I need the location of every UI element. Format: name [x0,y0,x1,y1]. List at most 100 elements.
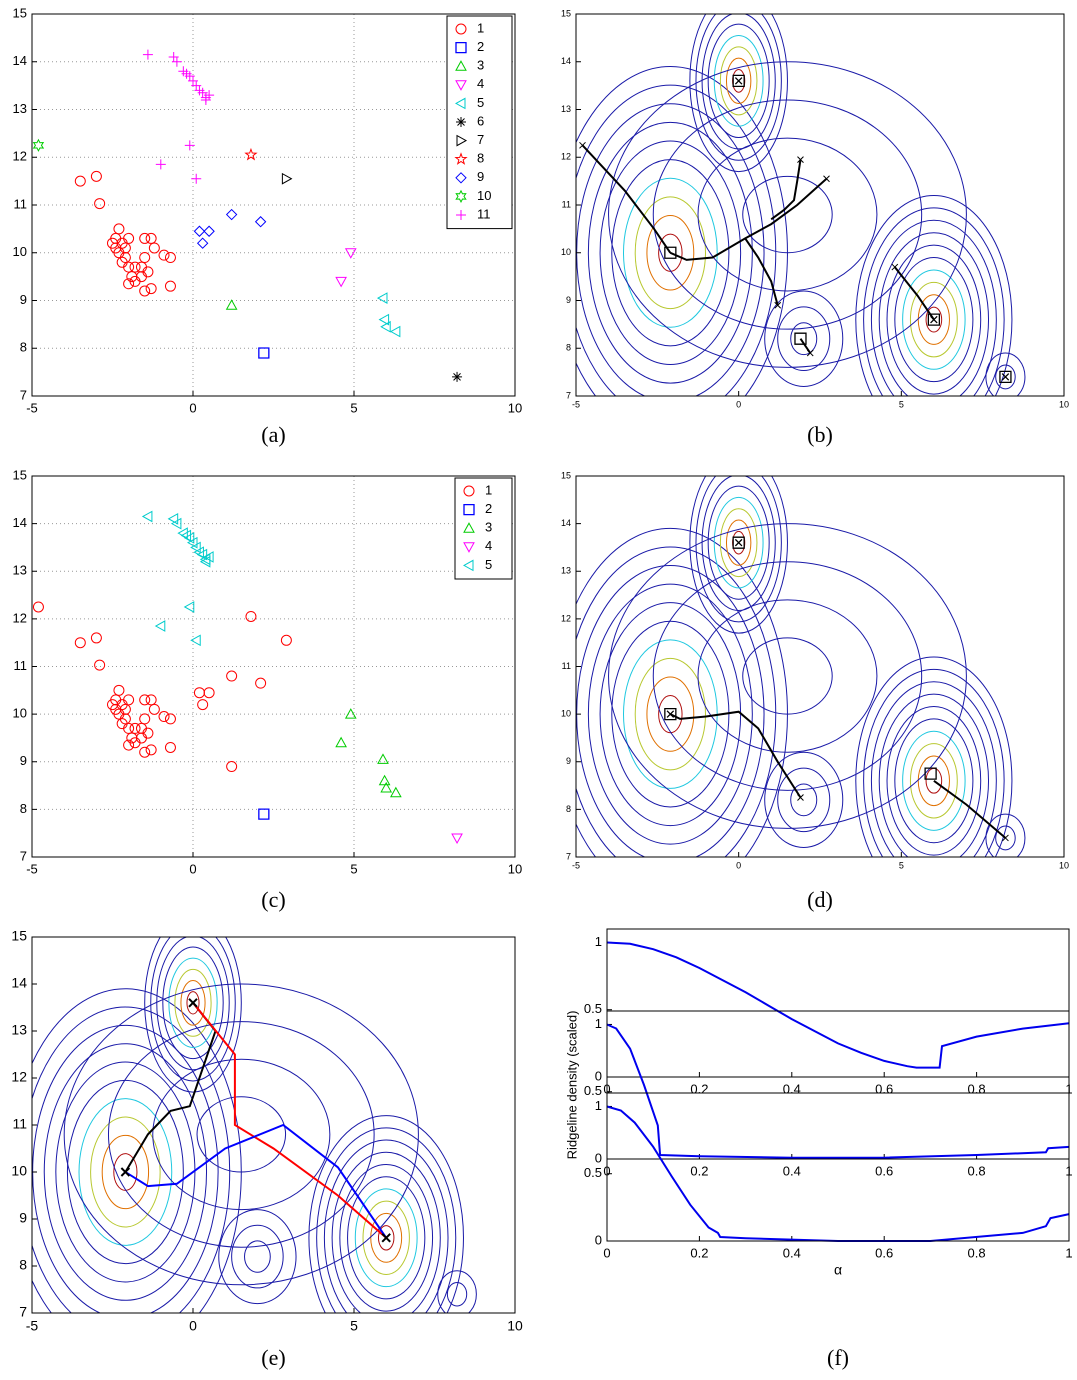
axes-frame [606,928,1070,1078]
y-tick-label: 13 [561,566,571,576]
x-tick-label: 5 [899,399,904,409]
point [164,280,176,292]
legend-label: 3 [477,58,484,73]
mode [732,536,745,549]
point [148,703,160,715]
path-line [770,159,802,221]
contour-line [634,657,706,771]
contour-line [902,730,966,831]
contour-line [107,1021,375,1248]
contour-line [186,991,200,1015]
point [142,266,154,278]
caption: (c) [261,887,285,912]
legend-marker [455,60,467,71]
x-tick-label: 0 [736,399,741,409]
legend-marker [456,134,468,147]
point [129,722,141,734]
contour-line [144,937,242,1093]
mode [999,370,1012,384]
x-tick-label: 0 [603,1245,610,1260]
legend-label: 4 [477,76,484,91]
contour-line [695,14,782,161]
contour-line [608,61,967,368]
mode [381,1233,391,1243]
contour-line [870,681,997,857]
point [191,173,202,184]
contour-line [652,99,923,330]
contour-line [576,546,777,857]
point [145,232,157,244]
y-tick-label: 13 [13,101,27,116]
legend-marker [462,559,474,572]
y-tick-label: 0.5 [584,1001,602,1016]
y-tick-label: 14 [561,518,571,528]
point [139,713,151,725]
density-line [606,941,1070,1069]
legend-marker [455,189,467,203]
y-tick-label: 14 [13,515,27,530]
point [199,555,211,568]
path-line [894,266,935,321]
contour-line [713,496,764,589]
contour-line [985,352,1026,396]
legend-label: 2 [485,501,492,516]
caption: (a) [261,422,285,447]
legend-label: 9 [477,169,484,184]
point [123,232,135,244]
contour-line [339,1163,434,1312]
path-start [774,301,782,309]
path-start [797,156,804,163]
x-tick-label: 10 [508,400,522,415]
y-tick-label: 15 [13,5,27,20]
point [141,510,153,523]
point [139,694,151,706]
point [196,548,208,561]
y-tick-label: 15 [13,467,27,482]
mode [732,74,745,87]
point [183,532,195,544]
x-axis-label: α [834,1262,842,1278]
point [94,198,106,210]
point [258,347,270,359]
legend-marker [454,152,468,165]
point [380,781,393,793]
point [139,252,151,264]
legend-label: 4 [485,538,492,553]
y-tick-label: 8 [566,343,571,353]
point [123,739,135,751]
y-tick-label: 1 [595,934,602,949]
x-tick-label: 0.4 [783,1163,801,1178]
point [164,252,176,264]
contour-line [622,177,718,328]
y-axis-label: Ridgeline density (scaled) [564,1011,579,1160]
y-tick-label: 9 [20,292,27,307]
mode [794,332,807,345]
point [164,741,176,753]
y-tick-label: 10 [13,706,27,721]
contour-line [995,364,1016,390]
y-tick-label: 11 [562,661,571,671]
legend-label: 11 [477,206,491,221]
point [145,744,157,756]
y-tick-label: 8 [20,340,27,355]
contour-line [370,1212,403,1263]
point [158,711,170,723]
y-tick-label: 12 [561,613,571,623]
y-tick-label: 1 [595,1098,602,1113]
point [135,722,147,734]
point [135,732,147,744]
point [139,746,151,758]
contour-line [886,244,982,395]
y-tick-label: 0.5 [584,1083,602,1098]
contour-line [863,207,1005,396]
x-tick-label: 0.8 [968,1163,986,1178]
y-tick-label: 13 [561,104,571,114]
point [148,242,160,254]
y-tick-label: 12 [561,152,571,162]
contour-line [925,306,943,333]
contour-line [634,196,706,310]
point [123,278,135,290]
point [225,208,238,221]
contour-line [689,14,788,173]
point [171,56,182,67]
